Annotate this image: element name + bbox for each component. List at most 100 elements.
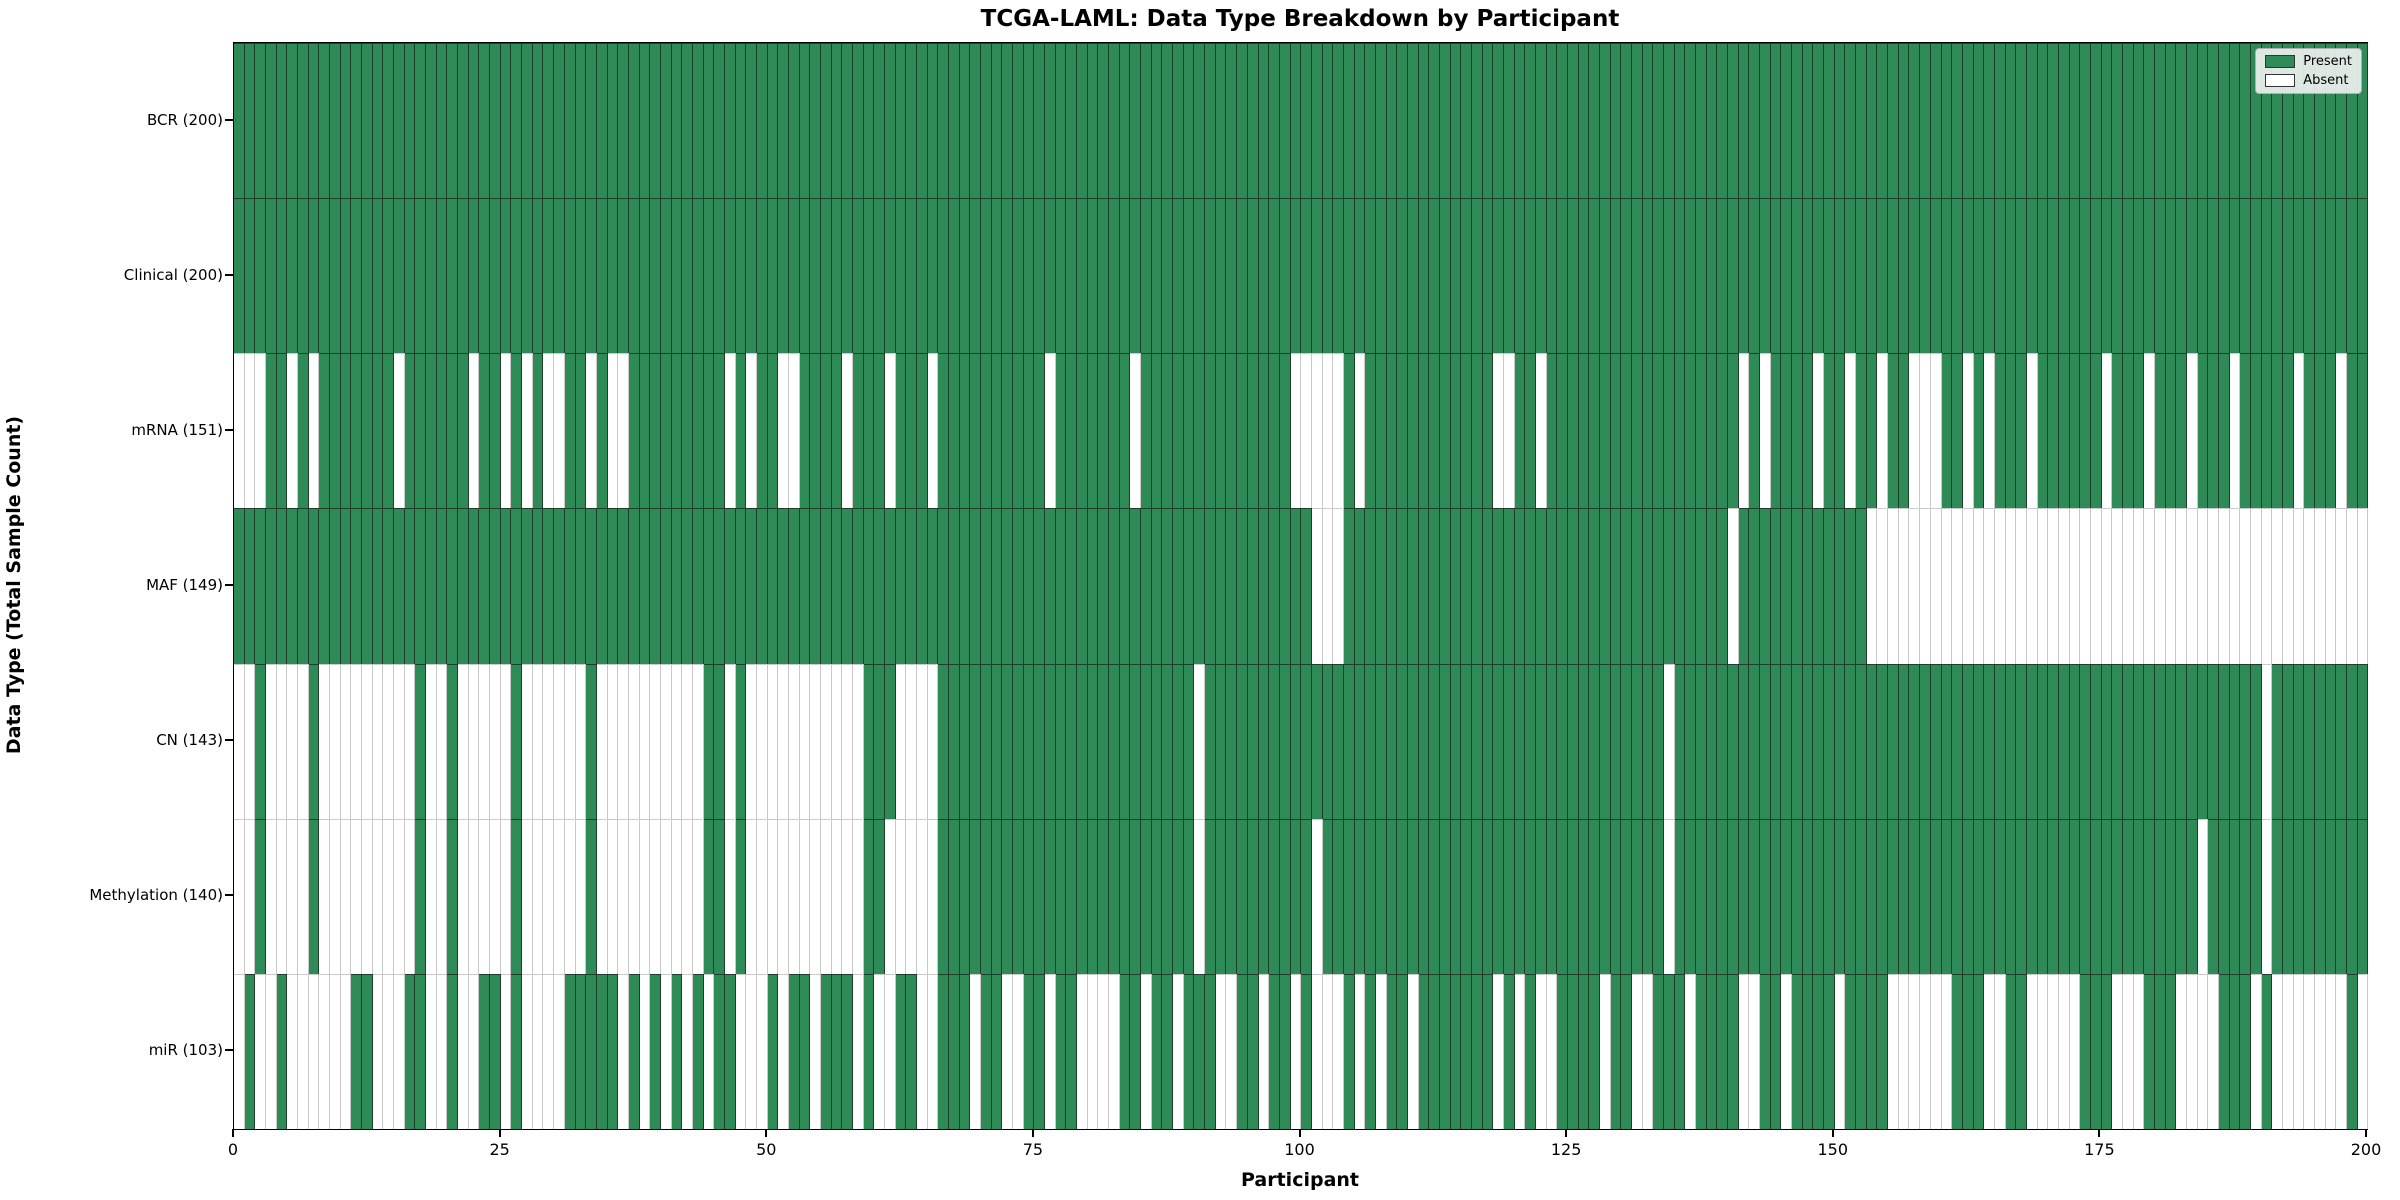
matrix-cell bbox=[340, 508, 352, 664]
matrix-cell bbox=[1119, 508, 1131, 664]
matrix-cell bbox=[906, 973, 917, 1129]
matrix-cell bbox=[746, 508, 757, 664]
matrix-cell bbox=[970, 818, 982, 974]
matrix-cell bbox=[1002, 818, 1014, 974]
matrix-cell bbox=[2144, 818, 2155, 974]
matrix-cell bbox=[1386, 353, 1398, 509]
matrix-cell bbox=[532, 818, 544, 974]
matrix-cell bbox=[1386, 818, 1398, 974]
matrix-cell bbox=[2240, 663, 2251, 819]
matrix-cell bbox=[756, 353, 768, 509]
matrix-cell bbox=[2101, 43, 2113, 199]
matrix-cell bbox=[2304, 43, 2316, 199]
matrix-cell bbox=[330, 818, 341, 974]
matrix-cell bbox=[831, 973, 843, 1129]
matrix-cell bbox=[1813, 353, 1825, 509]
matrix-cell bbox=[1461, 973, 1472, 1129]
matrix-cell bbox=[1397, 818, 1408, 974]
matrix-cell bbox=[564, 663, 576, 819]
matrix-cell bbox=[906, 43, 917, 199]
matrix-cell bbox=[447, 198, 459, 354]
matrix-cell bbox=[831, 818, 843, 974]
matrix-cell bbox=[1055, 818, 1067, 974]
matrix-cell bbox=[1877, 508, 1889, 664]
matrix-cell bbox=[234, 818, 245, 974]
matrix-cell bbox=[1226, 508, 1238, 664]
matrix-cell bbox=[319, 43, 331, 199]
matrix-cell bbox=[436, 198, 448, 354]
matrix-cell bbox=[1600, 198, 1611, 354]
matrix-cell bbox=[938, 198, 950, 354]
legend-label-absent: Absent bbox=[2303, 73, 2349, 88]
matrix-cell bbox=[1738, 353, 1750, 509]
matrix-cell bbox=[1130, 818, 1142, 974]
matrix-cell bbox=[468, 973, 480, 1129]
matrix-cell bbox=[1439, 973, 1451, 1129]
matrix-cell bbox=[618, 198, 629, 354]
matrix-cell bbox=[639, 663, 651, 819]
matrix-cell bbox=[2357, 973, 2369, 1129]
matrix-cell bbox=[1824, 198, 1835, 354]
matrix-cell bbox=[682, 663, 693, 819]
matrix-cell bbox=[981, 43, 992, 199]
matrix-cell bbox=[255, 508, 267, 664]
matrix-cell bbox=[703, 198, 715, 354]
matrix-cell bbox=[1674, 818, 1686, 974]
matrix-cell bbox=[2133, 508, 2145, 664]
matrix-cell bbox=[1813, 973, 1825, 1129]
matrix-cell bbox=[799, 818, 811, 974]
matrix-cell bbox=[1994, 663, 2006, 819]
matrix-cell bbox=[1546, 663, 1558, 819]
matrix-cell bbox=[949, 508, 960, 664]
matrix-cell bbox=[810, 973, 821, 1129]
matrix-cell bbox=[1407, 353, 1419, 509]
matrix-cell bbox=[1482, 973, 1494, 1129]
matrix-cell bbox=[863, 43, 875, 199]
matrix-cell bbox=[639, 43, 651, 199]
matrix-cell bbox=[1674, 508, 1686, 664]
matrix-cell bbox=[1482, 663, 1494, 819]
matrix-cell bbox=[2080, 508, 2091, 664]
legend-entry-present: Present bbox=[2265, 54, 2352, 69]
matrix-cell bbox=[2165, 663, 2177, 819]
matrix-cell bbox=[1013, 353, 1024, 509]
matrix-cell bbox=[607, 508, 619, 664]
matrix-cell bbox=[1290, 198, 1302, 354]
x-tick-mark bbox=[1031, 1129, 1034, 1137]
matrix-cell bbox=[1567, 973, 1579, 1129]
matrix-cell bbox=[1802, 973, 1814, 1129]
matrix-cell bbox=[2186, 353, 2198, 509]
matrix-cell bbox=[1343, 353, 1355, 509]
matrix-cell bbox=[618, 663, 629, 819]
matrix-cell bbox=[1151, 663, 1163, 819]
matrix-cell bbox=[959, 973, 971, 1129]
matrix-cell bbox=[1760, 353, 1771, 509]
matrix-cell bbox=[1375, 198, 1387, 354]
matrix-cell bbox=[383, 508, 395, 664]
matrix-cell bbox=[831, 43, 843, 199]
matrix-cell bbox=[1183, 43, 1195, 199]
matrix-cell bbox=[490, 198, 501, 354]
matrix-cell bbox=[1845, 973, 1857, 1129]
matrix-cell bbox=[2218, 818, 2230, 974]
matrix-cell bbox=[1077, 818, 1088, 974]
matrix-cell bbox=[554, 973, 565, 1129]
matrix-cell bbox=[1717, 43, 1729, 199]
matrix-cell bbox=[650, 198, 661, 354]
matrix-cell bbox=[2325, 818, 2337, 974]
matrix-cell bbox=[1439, 43, 1451, 199]
matrix-cell bbox=[1813, 198, 1825, 354]
matrix-cell bbox=[1386, 43, 1398, 199]
matrix-cell bbox=[458, 353, 469, 509]
matrix-cell bbox=[2240, 818, 2251, 974]
matrix-cell bbox=[1909, 43, 1921, 199]
matrix-cell bbox=[2154, 508, 2166, 664]
matrix-cell bbox=[1258, 353, 1270, 509]
matrix-cell bbox=[1130, 198, 1142, 354]
matrix-cell bbox=[1215, 973, 1227, 1129]
matrix-cell bbox=[362, 353, 373, 509]
matrix-cell bbox=[1749, 43, 1761, 199]
matrix-cell bbox=[735, 353, 747, 509]
matrix-cell bbox=[2122, 973, 2134, 1129]
matrix-cell bbox=[2261, 663, 2273, 819]
